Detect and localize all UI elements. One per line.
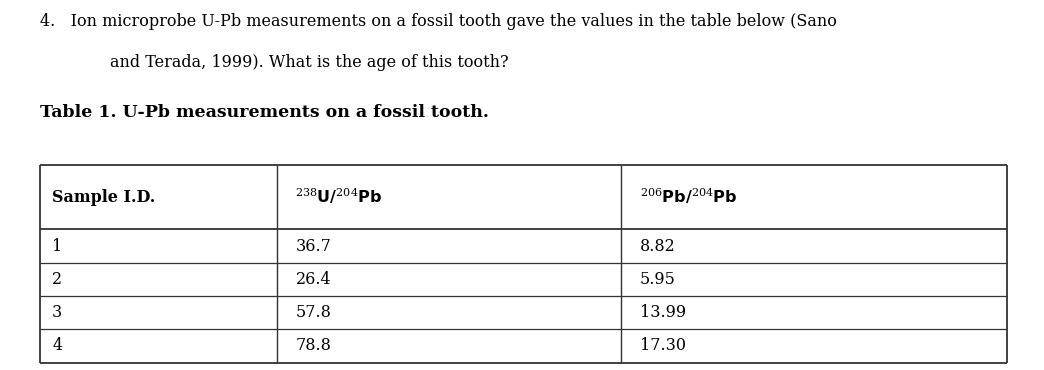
Text: 26.4: 26.4 — [295, 271, 331, 288]
Text: 3: 3 — [52, 304, 63, 321]
Text: 17.30: 17.30 — [640, 337, 686, 354]
Text: $\mathregular{^{206}}$$\bf{Pb/}$$\mathregular{^{204}}$$\bf{Pb}$: $\mathregular{^{206}}$$\bf{Pb/}$$\mathre… — [640, 187, 737, 207]
Text: 5.95: 5.95 — [640, 271, 675, 288]
Text: 2: 2 — [52, 271, 63, 288]
Text: 4.   Ion microprobe U-Pb measurements on a fossil tooth gave the values in the t: 4. Ion microprobe U-Pb measurements on a… — [40, 13, 836, 30]
Text: 78.8: 78.8 — [295, 337, 331, 354]
Text: 13.99: 13.99 — [640, 304, 686, 321]
Text: 57.8: 57.8 — [295, 304, 331, 321]
Text: 36.7: 36.7 — [295, 238, 331, 255]
Text: 4: 4 — [52, 337, 63, 354]
Text: and Terada, 1999). What is the age of this tooth?: and Terada, 1999). What is the age of th… — [110, 54, 508, 71]
Text: Sample I.D.: Sample I.D. — [52, 189, 156, 205]
Text: $\mathregular{^{238}}$$\bf{U/}$$\mathregular{^{204}}$$\bf{Pb}$: $\mathregular{^{238}}$$\bf{U/}$$\mathreg… — [295, 187, 382, 207]
Text: Table 1. U-Pb measurements on a fossil tooth.: Table 1. U-Pb measurements on a fossil t… — [40, 104, 489, 121]
Text: 8.82: 8.82 — [640, 238, 675, 255]
Text: 1: 1 — [52, 238, 63, 255]
